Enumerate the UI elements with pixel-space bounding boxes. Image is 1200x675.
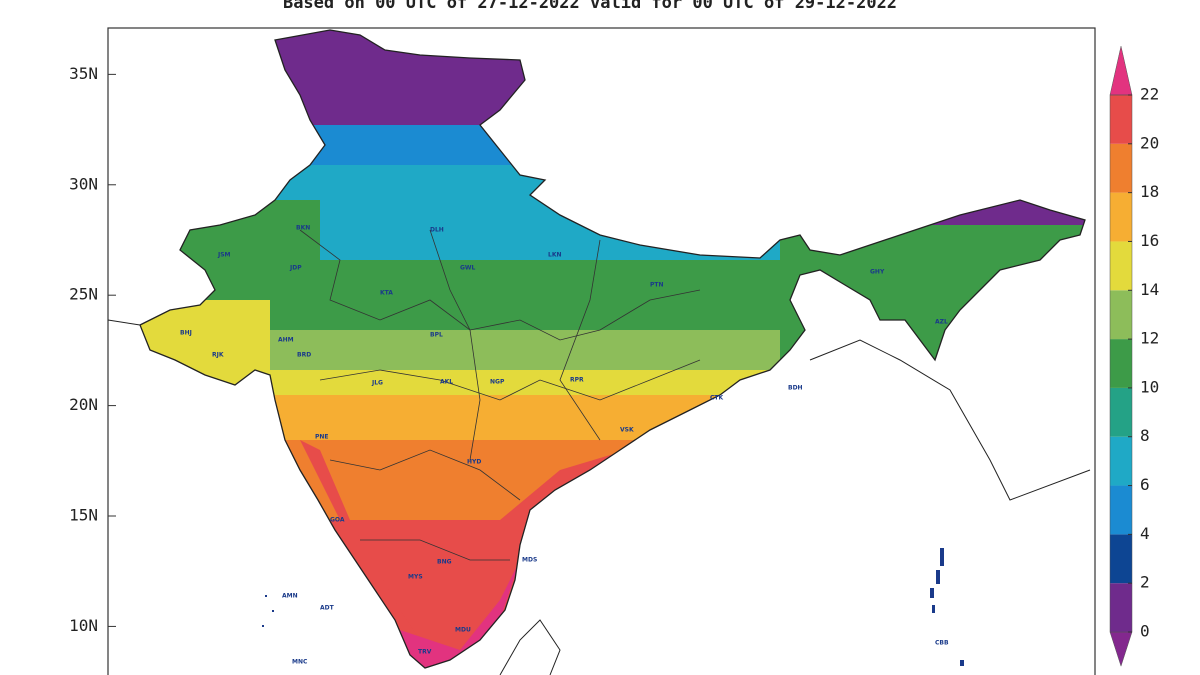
colorbar-segment — [1110, 143, 1132, 193]
lat-label: 20N — [69, 395, 98, 414]
station-label: MDU — [455, 627, 471, 634]
colorbar-segment — [1110, 436, 1132, 486]
station-label: JLG — [371, 380, 383, 387]
country-borders — [107, 319, 1091, 675]
colorbar-label: 16 — [1140, 231, 1159, 250]
colorbar-extension — [1109, 46, 1133, 96]
islands — [262, 548, 964, 666]
station-label: CBB — [935, 640, 949, 647]
station-labels: JSM JDP BKN AHM BRD RJK BHJ KTA GWL BPL JLG AKL NGP R… — [180, 225, 949, 666]
colorbar-segment — [1110, 241, 1132, 291]
colorbar-segment — [1110, 339, 1132, 388]
colorbar-label: 22 — [1140, 85, 1159, 104]
lat-label: 25N — [69, 285, 98, 304]
colorbar-label: 6 — [1140, 475, 1150, 494]
station-label: TRV — [418, 649, 432, 656]
station-label: JSM — [217, 252, 231, 259]
station-label: ADT — [320, 605, 335, 612]
station-label: BRD — [297, 352, 311, 359]
station-label: BKN — [296, 225, 310, 232]
station-label: DLH — [430, 227, 444, 234]
station-label: CTK — [710, 395, 723, 402]
station-label: RPR — [570, 377, 584, 384]
colorbar-label: 2 — [1140, 573, 1150, 592]
station-label: GWL — [460, 265, 476, 272]
map-title: Based on 00 UTC of 27-12-2022 valid for … — [283, 0, 897, 13]
lat-label: 35N — [69, 64, 98, 83]
colorbar-segment — [1110, 485, 1132, 535]
colorbar-label: 8 — [1140, 426, 1150, 445]
lat-label: 10N — [69, 616, 98, 635]
lat-label: 30N — [69, 174, 98, 193]
colorbar-segment — [1110, 95, 1132, 144]
station-label: LKN — [548, 252, 562, 259]
colorbar-label: 10 — [1140, 377, 1159, 396]
colorbar-label: 14 — [1140, 280, 1159, 299]
colorbar: 0 2 4 6 8 10 12 14 16 18 20 22 — [1109, 46, 1159, 667]
station-label: BHJ — [180, 330, 192, 337]
colorbar-segment — [1110, 192, 1132, 242]
station-label: PTN — [650, 282, 664, 289]
colorbar-label: 0 — [1140, 622, 1150, 641]
colorbar-segment — [1110, 534, 1132, 584]
station-label: VSK — [620, 427, 634, 434]
colorbar-label: 12 — [1140, 329, 1159, 348]
station-label: MYS — [408, 574, 423, 581]
colorbar-segment — [1110, 290, 1132, 340]
station-label: AHM — [278, 337, 294, 344]
colorbar-segment — [1110, 387, 1132, 437]
station-label: BDH — [788, 385, 803, 392]
colorbar-extension — [1109, 631, 1133, 667]
station-label: JDP — [289, 265, 302, 272]
station-label: NGP — [490, 379, 505, 386]
colorbar-segment — [1110, 583, 1132, 632]
station-label: MDS — [522, 557, 537, 564]
colorbar-frame — [1109, 94, 1133, 633]
station-label: MNC — [292, 659, 308, 666]
station-label: AMN — [282, 593, 298, 600]
station-label: AZL — [935, 319, 948, 326]
state-boundaries — [299, 229, 701, 561]
temp-band — [300, 440, 460, 668]
station-label: AKL — [440, 379, 453, 386]
station-label: HYD — [467, 459, 481, 466]
lat-label: 15N — [69, 506, 98, 525]
station-label: PNE — [315, 434, 329, 441]
india-outline — [139, 29, 1086, 669]
colorbar-label: 4 — [1140, 524, 1150, 543]
station-label: GOA — [330, 517, 345, 524]
station-label: RJK — [212, 352, 224, 359]
lat-axis: 35N 30N 25N 20N 15N 10N — [69, 64, 116, 635]
colorbar-label: 20 — [1140, 133, 1159, 152]
station-label: BNG — [437, 559, 452, 566]
station-label: BPL — [430, 332, 443, 339]
temp-band — [400, 560, 520, 668]
station-label: GHY — [870, 269, 885, 276]
colorbar-label: 18 — [1140, 182, 1159, 201]
station-label: KTA — [380, 290, 393, 297]
